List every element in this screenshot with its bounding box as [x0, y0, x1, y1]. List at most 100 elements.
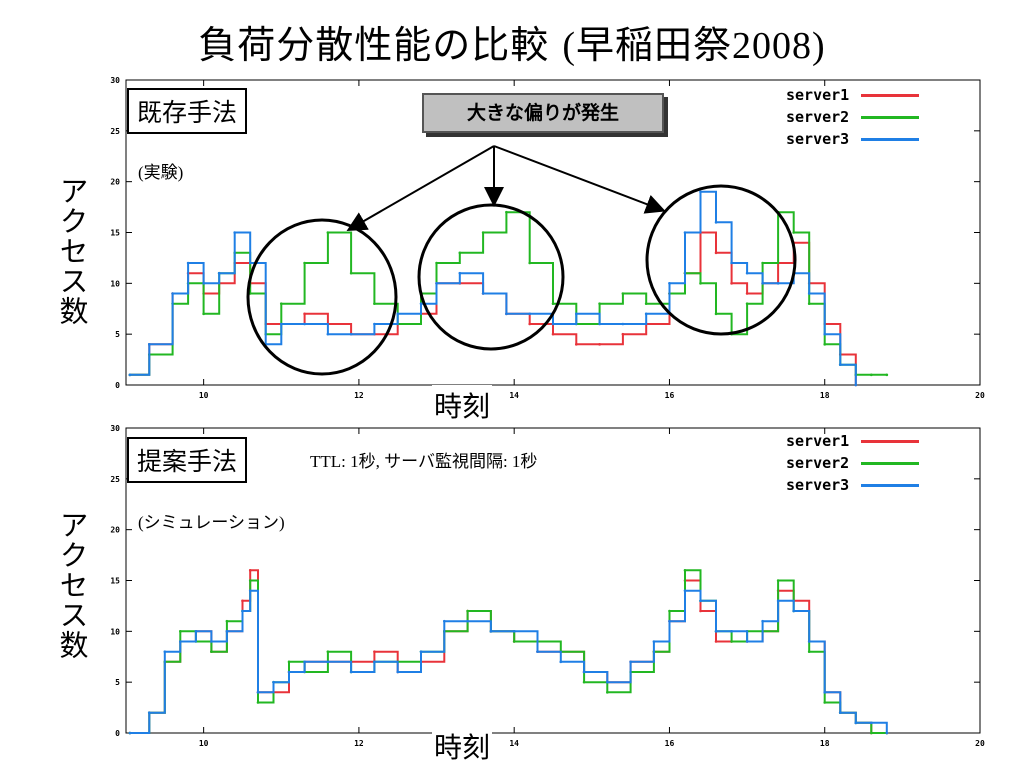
- data-point-server3: [644, 312, 648, 316]
- data-point-server2: [807, 302, 811, 305]
- legend-bottom: server1 server2 server3: [786, 430, 920, 496]
- data-point-server3: [551, 322, 555, 326]
- legend-item-server3: server3: [786, 128, 920, 150]
- data-point-server3: [128, 373, 132, 377]
- data-point-server2: [730, 640, 733, 643]
- chart-panel-proposed: 0 5 10 15 20 25 30 10 12 14 16 18 20: [110, 424, 985, 748]
- data-point-server2: [202, 312, 205, 316]
- x-tick-label: 16: [665, 739, 675, 748]
- data-point-server3: [745, 271, 749, 275]
- data-point-server1: [528, 322, 532, 326]
- data-point-server2: [225, 619, 229, 623]
- data-point-server3: [652, 640, 656, 643]
- legend-swatch-server2: [861, 461, 920, 465]
- data-point-server3: [287, 670, 291, 674]
- data-point-server3: [528, 312, 532, 316]
- data-point-server3: [714, 221, 718, 224]
- data-point-server3: [279, 322, 283, 326]
- note-simulation: (シミュレーション): [138, 513, 285, 532]
- legend-swatch-server3: [861, 483, 920, 487]
- data-point-server3: [823, 691, 827, 694]
- data-point-server3: [699, 599, 702, 603]
- data-point-server3: [210, 640, 213, 643]
- y-tick-label: 20: [110, 178, 120, 187]
- x-tick-label: 14: [509, 739, 519, 748]
- data-point-server3: [458, 271, 462, 275]
- data-point-server3: [147, 711, 151, 714]
- data-point-server3: [326, 660, 330, 664]
- slide-title: 負荷分散性能の比較 (早稲田祭2008): [0, 14, 1024, 69]
- data-point-server1: [574, 343, 578, 346]
- data-point-server2: [598, 302, 601, 305]
- data-point-server3: [396, 312, 400, 316]
- data-point-server3: [730, 261, 733, 265]
- data-point-server3: [761, 282, 764, 285]
- data-point-server2: [256, 701, 260, 704]
- legend-item-server3: server3: [786, 474, 920, 496]
- data-point-server3: [629, 660, 632, 664]
- data-point-server3: [303, 322, 306, 326]
- y-tick-label: 30: [110, 424, 120, 433]
- data-point-server2: [458, 251, 462, 255]
- data-point-server3: [326, 332, 330, 336]
- data-point-server2: [776, 210, 780, 214]
- data-point-server1: [248, 569, 252, 572]
- data-point-server3: [505, 312, 508, 316]
- data-point-server3: [776, 599, 780, 603]
- data-point-server1: [241, 599, 244, 603]
- data-point-server2: [512, 640, 516, 643]
- legend-item-server2: server2: [786, 106, 920, 128]
- legend-item-server1: server1: [786, 430, 920, 452]
- data-point-server2: [481, 231, 485, 234]
- data-point-server2: [179, 630, 182, 633]
- bias-callout: 大きな偏りが発生: [422, 93, 664, 133]
- x-tick-label: 20: [975, 391, 985, 400]
- title-main: 負荷分散性能の比較: [198, 23, 550, 67]
- data-point-server1: [792, 241, 795, 244]
- data-point-server3: [761, 619, 764, 623]
- data-point-server2: [870, 731, 873, 735]
- data-point-server2: [349, 271, 353, 275]
- data-point-server1: [699, 609, 702, 613]
- data-point-server2: [287, 660, 291, 664]
- data-point-server3: [225, 630, 229, 633]
- data-point-server1: [598, 343, 601, 346]
- data-point-server3: [699, 190, 702, 194]
- data-point-server3: [807, 292, 811, 295]
- data-point-server3: [668, 282, 671, 285]
- data-point-server3: [373, 660, 376, 664]
- legend-swatch-server1: [861, 439, 920, 443]
- x-tick-label: 18: [820, 391, 830, 400]
- data-point-server2: [248, 292, 252, 295]
- data-point-server3: [621, 322, 625, 326]
- data-point-server2: [505, 210, 508, 214]
- data-point-server3: [598, 322, 601, 326]
- data-point-server3: [792, 609, 795, 613]
- series-line-server3: [129, 589, 888, 734]
- data-point-server3: [217, 271, 221, 275]
- legend-top: server1 server2 server3: [786, 84, 920, 150]
- data-point-server1: [745, 292, 749, 295]
- data-point-server2: [885, 373, 889, 377]
- legend-item-server2: server2: [786, 452, 920, 474]
- data-point-server3: [870, 721, 873, 725]
- x-tick-label: 18: [820, 739, 830, 748]
- data-point-server3: [854, 721, 858, 725]
- legend-item-server1: server1: [786, 84, 920, 106]
- title-event: (早稲田祭2008): [562, 25, 826, 67]
- y-tick-label: 5: [115, 330, 120, 339]
- data-point-server1: [714, 640, 718, 643]
- data-point-server2: [699, 282, 702, 285]
- data-point-server3: [186, 261, 190, 265]
- series-line-server2: [129, 211, 887, 376]
- x-tick-label: 12: [354, 739, 364, 748]
- data-point-server3: [435, 282, 438, 285]
- x-axis-label-bottom: 時刻: [432, 726, 493, 766]
- data-point-server3: [241, 609, 244, 613]
- y-tick-label: 0: [115, 729, 120, 738]
- data-point-server3: [202, 282, 205, 285]
- data-point-server2: [761, 261, 764, 265]
- data-point-server3: [823, 332, 827, 336]
- y-tick-label: 5: [115, 678, 120, 687]
- data-point-server3: [349, 670, 353, 674]
